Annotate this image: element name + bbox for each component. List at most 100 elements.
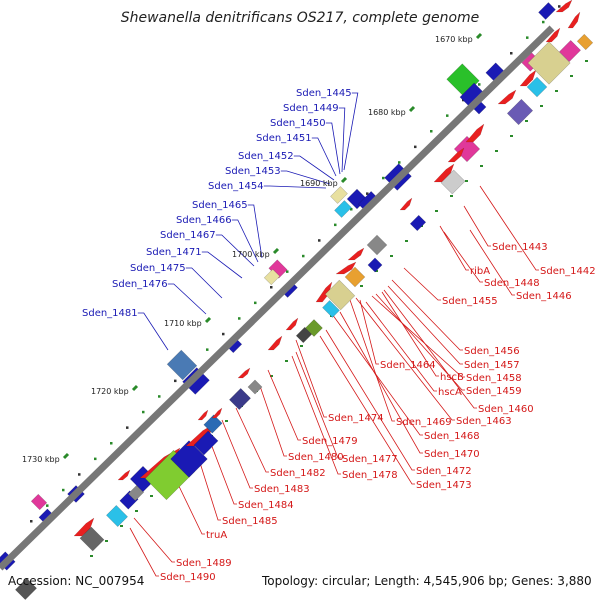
leader-line [338,107,346,173]
gene-feature [330,186,348,204]
leader-line [359,299,379,365]
gene-label-red: Sden_1479 [302,436,358,447]
leader-line [247,204,263,259]
gene-label-red: Sden_1448 [484,278,540,289]
track-dot [300,345,303,347]
gene-label-blue: Sden_1453 [225,166,281,177]
tick-mark [340,176,348,184]
gene-label-blue: Sden_1466 [176,215,232,226]
track-dot [450,195,453,197]
gene-feature [166,349,198,381]
leader-line [463,205,491,247]
tick-label: 1670 kbp [435,35,473,44]
gene-label-red: hscB [440,372,464,383]
leader-line [280,170,331,185]
track-dot [270,375,273,377]
track-dot [110,442,113,445]
leader-line [355,297,455,421]
gene-feature [73,517,95,537]
track-dot [285,360,288,362]
gene-feature [193,430,219,456]
leader-line [443,231,483,283]
track-dot [126,426,129,429]
gene-feature [229,388,251,410]
gene-label-blue: Sden_1454 [208,181,264,192]
leader-line [295,339,327,418]
gene-label-red: Sden_1490 [160,572,216,583]
leader-line [267,369,301,441]
track-dot [510,52,513,55]
track-dot [222,332,225,336]
gene-label-red: Sden_1484 [238,500,294,511]
track-dot [405,240,408,242]
tick-mark [204,316,212,324]
track-dot [495,150,498,152]
gene-feature [344,266,366,288]
leader-line [325,122,341,175]
genome-backbone [0,25,555,571]
track-dot [430,130,433,133]
gene-label-blue: Sden_1467 [160,230,216,241]
gene-label-red: Sden_1473 [416,480,472,491]
gene-label-red: Sden_1482 [270,468,326,479]
track-dot [542,20,545,24]
tick-mark [62,452,70,460]
gene-feature [519,69,537,87]
gene-label-red: hscA [438,387,462,398]
leader-line [263,185,327,189]
gene-feature [526,76,548,98]
gene-feature [237,367,251,379]
gene-feature [567,11,581,29]
track-dot [540,105,543,107]
genome-stats: Topology: circular; Length: 4,545,906 bp;… [262,574,592,588]
gene-label-red: Sden_1457 [464,360,520,371]
gene-label-red: Sden_1489 [176,558,232,569]
gene-label-blue: Sden_1475 [130,263,186,274]
gene-label-red: Sden_1485 [222,516,278,527]
tick-label: 1730 kbp [22,455,60,464]
accession-value: NC_007954 [75,574,145,588]
leader-line [403,267,441,301]
gene-feature [117,469,131,481]
leader-line [293,155,335,181]
gene-feature [555,0,573,13]
gene-feature [263,268,281,286]
track-dot [435,210,438,212]
track-dot [286,270,289,273]
gene-label-blue: Sden_1451 [256,133,312,144]
gene-label-red: ribA [470,266,490,277]
track-dot [318,239,321,242]
gene-label-red: Sden_1464 [380,360,436,371]
tick-label: 1720 kbp [91,387,129,396]
gene-label-red: Sden_1463 [456,416,512,427]
tick-label: 1690 kbp [300,179,338,188]
gene-feature [322,300,340,318]
gene-label-red: Sden_1468 [424,431,480,442]
gene-label-red: Sden_1458 [466,373,522,384]
track-dot [465,180,468,182]
track-dot [238,317,241,320]
leader-line [291,355,341,475]
accession-text: Accession: NC_007954 [8,574,144,588]
gene-feature [538,2,556,20]
leader-line [349,299,395,422]
gene-feature [399,197,413,211]
track-dot [206,348,209,351]
topology-label: Topology: circular; [262,574,371,588]
leader-line [207,435,237,505]
leader-line [259,385,287,457]
gene-feature [285,317,299,331]
leader-line [295,351,341,459]
genes-label: Genes: 3,880 [511,574,592,588]
leader-line [175,479,205,535]
map-title: Shewanella denitrificans OS217, complete… [120,10,480,26]
track-dot [78,473,81,476]
leader-line [133,517,175,563]
track-dot [174,379,177,383]
track-dot [158,395,161,398]
leader-line [343,92,359,171]
gene-label-red: Sden_1480 [288,452,344,463]
leader-line [195,449,221,521]
gene-label-red: Sden_1456 [464,346,520,357]
track-dot [142,410,145,414]
